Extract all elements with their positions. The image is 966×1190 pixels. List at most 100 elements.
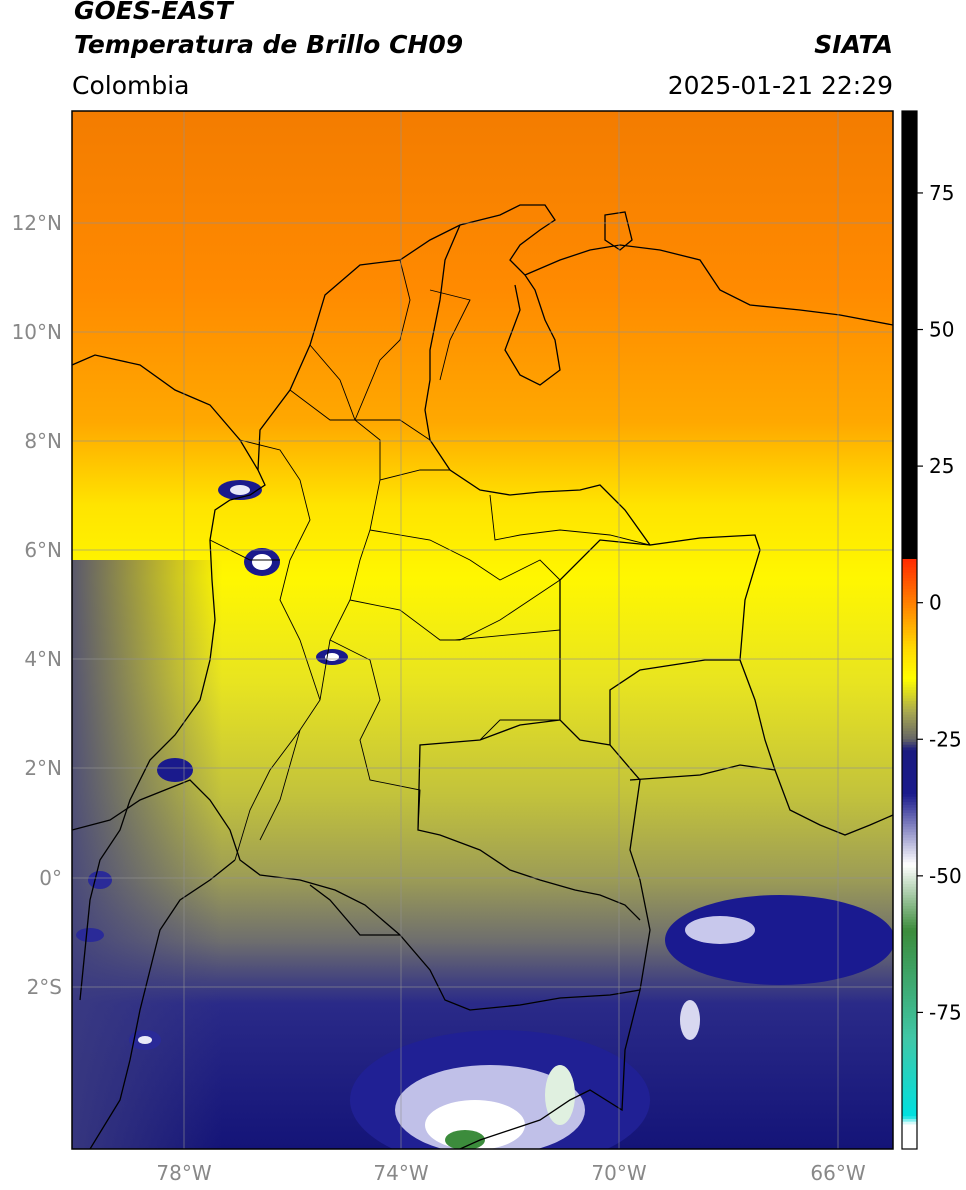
colorbar-band [902,392,917,396]
colorbar-band [902,848,917,852]
colorbar-band [902,165,917,169]
colorbar-band [902,1020,917,1024]
colorbar-band [902,1072,917,1076]
colorbar-band [902,676,917,680]
colorbar-band [902,955,917,959]
colorbar-band [902,990,917,994]
longitude-labels: 78°W 74°W 70°W 66°W [156,1161,865,1185]
colorbar-band [902,1105,917,1109]
colorbar-band [902,1124,917,1128]
colorbar-band [902,649,917,653]
colorbar-band [902,1099,917,1104]
lat-label: 10°N [12,320,62,344]
colorbar-band [902,162,917,167]
colorbar-band [902,903,917,907]
colorbar-band [902,1138,917,1142]
colorbar-band [902,471,917,475]
colorbar-band [902,550,917,555]
colorbar-band [902,1001,917,1005]
colorbar-band [902,528,917,533]
colorbar-band [902,728,917,732]
colorbar-band [902,613,917,617]
lat-label: 4°N [24,647,62,671]
colorbar-band [902,318,917,322]
lon-label: 78°W [156,1161,211,1185]
colorbar-band [902,313,917,317]
colorbar-band [902,195,917,200]
colorbar-band [902,840,917,844]
colorbar-band [902,703,917,708]
colorbar-band [902,337,917,342]
colorbar-band [902,586,917,590]
colorbar-band [902,375,917,380]
colorbar-band [902,777,917,781]
colorbar-band [902,1012,917,1016]
colorbar-band [902,1088,917,1093]
colorbar-band [902,1028,917,1033]
colorbar-band [902,466,917,470]
lat-label: 8°N [24,429,62,453]
colorbar-band [902,329,917,333]
colorbar-band [902,1102,917,1106]
colorbar-band [902,531,917,535]
colorbar-band [902,220,917,224]
colorbar-band [902,690,917,694]
colorbar-band [902,640,917,645]
lat-label: 12°N [12,211,62,235]
colorbar-band [902,274,917,279]
colorbar-band [902,512,917,516]
colorbar-band [902,154,917,159]
colorbar-band [902,1053,917,1057]
colorbar-band [902,987,917,992]
colorbar-band [902,182,917,186]
colorbar-band [902,668,917,672]
colorbar-band [902,222,917,227]
colorbar-band [902,1047,917,1052]
colorbar-band [902,1042,917,1046]
colorbar-band [902,477,917,481]
colorbar-band [902,556,917,560]
colorbar-band [902,788,917,792]
colorbar-band [902,679,917,683]
colorbar-band [902,829,917,833]
colorbar-band [902,651,917,656]
colorbar-band [902,253,917,257]
colorbar-band [902,982,917,986]
colorbar-band [902,209,917,213]
colorbar-band [902,441,917,445]
colorbar-band [902,206,917,210]
colorbar-band [902,493,917,497]
colorbar-band [902,630,917,634]
colorbar-band [902,395,917,399]
colorbar-band [902,141,917,145]
country-borders [72,204,893,1149]
colorbar-band [902,692,917,697]
colorbar-band [902,217,917,221]
colorbar-band [902,1127,917,1131]
colorbar-band [902,791,917,795]
colorbar-band [902,722,917,727]
colorbar-band [902,837,917,841]
colorbar-band [902,897,917,902]
colorbar-band [902,772,917,776]
colorbar-band [902,518,917,522]
colorbar-band [902,572,917,576]
colorbar-band [902,564,917,568]
colorbar-band [902,589,917,593]
lat-label: 0° [39,866,62,890]
colorbar-band [902,1135,917,1139]
colorbar-band [902,192,917,197]
colorbar-band [902,548,917,552]
colorbar-band [902,362,917,366]
colorbar-band [902,782,917,787]
colorbar-band [902,304,917,309]
colorbar-band [902,717,917,721]
colorbar-band [902,187,917,191]
colorbar-band [902,457,917,462]
colorbar-band [902,657,917,661]
colorbar-band [902,695,917,699]
colorbar-frame [901,110,918,1150]
department-borders [209,259,651,861]
colorbar-band [902,231,917,235]
